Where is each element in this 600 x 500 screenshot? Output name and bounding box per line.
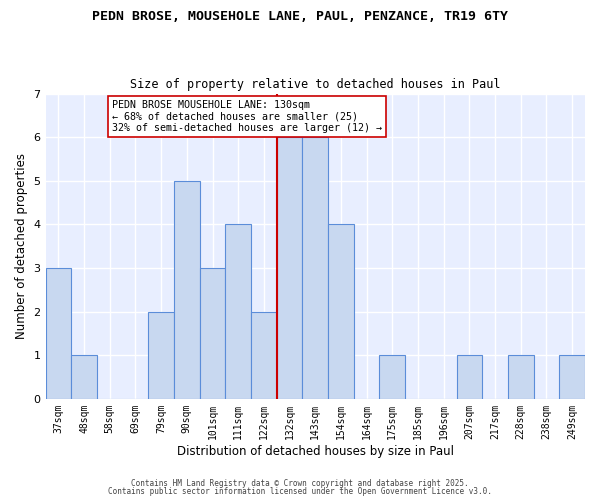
Bar — [302, 137, 328, 399]
Text: Contains HM Land Registry data © Crown copyright and database right 2025.: Contains HM Land Registry data © Crown c… — [131, 478, 469, 488]
Bar — [457, 355, 482, 399]
Bar — [508, 355, 533, 399]
Bar — [277, 137, 302, 399]
Bar — [559, 355, 585, 399]
Bar — [328, 224, 354, 399]
Bar — [71, 355, 97, 399]
Bar — [200, 268, 226, 399]
Bar — [379, 355, 405, 399]
Bar — [251, 312, 277, 399]
X-axis label: Distribution of detached houses by size in Paul: Distribution of detached houses by size … — [177, 444, 454, 458]
Text: PEDN BROSE MOUSEHOLE LANE: 130sqm
← 68% of detached houses are smaller (25)
32% : PEDN BROSE MOUSEHOLE LANE: 130sqm ← 68% … — [112, 100, 382, 134]
Text: Contains public sector information licensed under the Open Government Licence v3: Contains public sector information licen… — [108, 487, 492, 496]
Bar — [46, 268, 71, 399]
Bar — [174, 181, 200, 399]
Bar — [148, 312, 174, 399]
Text: PEDN BROSE, MOUSEHOLE LANE, PAUL, PENZANCE, TR19 6TY: PEDN BROSE, MOUSEHOLE LANE, PAUL, PENZAN… — [92, 10, 508, 23]
Bar — [226, 224, 251, 399]
Title: Size of property relative to detached houses in Paul: Size of property relative to detached ho… — [130, 78, 500, 91]
Y-axis label: Number of detached properties: Number of detached properties — [15, 153, 28, 339]
